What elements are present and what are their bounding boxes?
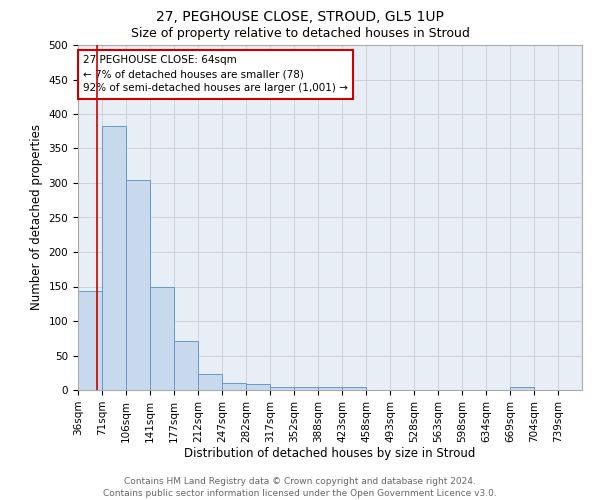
Text: 27 PEGHOUSE CLOSE: 64sqm
← 7% of detached houses are smaller (78)
92% of semi-de: 27 PEGHOUSE CLOSE: 64sqm ← 7% of detache… <box>83 56 348 94</box>
Bar <box>342 386 366 390</box>
Bar <box>102 126 126 390</box>
Bar <box>319 386 342 390</box>
Bar <box>78 290 102 390</box>
Text: Contains HM Land Registry data © Crown copyright and database right 2024.
Contai: Contains HM Land Registry data © Crown c… <box>103 476 497 498</box>
Bar <box>222 383 246 390</box>
Bar <box>294 386 318 390</box>
Y-axis label: Number of detached properties: Number of detached properties <box>30 124 43 310</box>
Bar <box>198 374 222 390</box>
Bar <box>126 180 150 390</box>
Text: Size of property relative to detached houses in Stroud: Size of property relative to detached ho… <box>131 28 469 40</box>
Bar <box>150 287 173 390</box>
X-axis label: Distribution of detached houses by size in Stroud: Distribution of detached houses by size … <box>184 448 476 460</box>
Bar <box>174 341 198 390</box>
Text: 27, PEGHOUSE CLOSE, STROUD, GL5 1UP: 27, PEGHOUSE CLOSE, STROUD, GL5 1UP <box>156 10 444 24</box>
Bar <box>270 386 294 390</box>
Bar <box>246 384 270 390</box>
Bar <box>510 386 534 390</box>
